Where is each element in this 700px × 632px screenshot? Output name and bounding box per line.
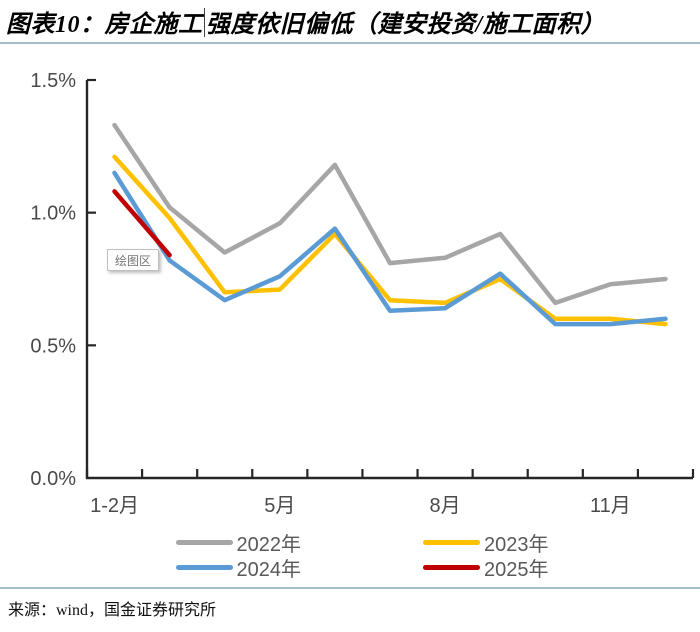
plot-area-tooltip-label: 绘图区 xyxy=(114,253,151,268)
plot-area-tooltip[interactable]: 绘图区 xyxy=(107,249,159,271)
figure-title-text-left: 图表10：房企施工 xyxy=(6,12,203,38)
legend-label-2023: 2023年 xyxy=(484,533,549,556)
legend-swatch-2025 xyxy=(423,564,480,570)
legend-swatch-2024 xyxy=(175,564,233,570)
series-line-2024年[interactable] xyxy=(112,170,668,327)
x-axis-tick-label: 8月 xyxy=(430,495,461,517)
legend-item-2022[interactable]: 2022年 xyxy=(175,531,301,556)
source-note: 来源：wind，国金证券研究所 xyxy=(8,602,217,619)
x-axis-tick-label: 5月 xyxy=(264,495,295,517)
legend-swatch-2023 xyxy=(423,539,480,545)
series-line-2023年[interactable] xyxy=(112,154,668,327)
text-cursor xyxy=(203,8,205,37)
y-axis-tick-label: 1.5% xyxy=(30,70,76,92)
figure-title-text-right: 强度依旧偏低（建安投资/施工面积） xyxy=(206,12,606,38)
x-axis-tick-label: 11月 xyxy=(590,495,631,517)
divider-top xyxy=(0,42,700,44)
series-line-2025年[interactable] xyxy=(112,189,172,258)
legend-label-2024: 2024年 xyxy=(236,558,302,581)
divider-bottom xyxy=(0,587,700,589)
legend-swatch-2022 xyxy=(175,539,233,545)
x-axis-tick-label: 1-2月 xyxy=(90,495,139,517)
figure-title: 图表10：房企施工 强度依旧偏低（建安投资/施工面积） xyxy=(6,4,696,39)
axis-lines xyxy=(85,80,693,480)
y-axis-tick-label: 0.5% xyxy=(30,335,76,357)
y-axis-tick-label: 0.0% xyxy=(30,468,76,490)
chart-legend-grid: 2022年 2023年 2024年 2025年 xyxy=(175,531,549,581)
chart-legend: 2022年 2023年 2024年 2025年 xyxy=(0,531,700,581)
legend-label-2022: 2022年 xyxy=(236,533,302,556)
legend-label-2025: 2025年 xyxy=(484,558,549,581)
legend-item-2024[interactable]: 2024年 xyxy=(175,556,301,581)
legend-item-2025[interactable]: 2025年 xyxy=(423,556,549,581)
legend-item-2023[interactable]: 2023年 xyxy=(423,531,549,556)
series-line-2022年[interactable] xyxy=(112,122,668,306)
y-axis-tick-label: 1.0% xyxy=(30,203,76,225)
